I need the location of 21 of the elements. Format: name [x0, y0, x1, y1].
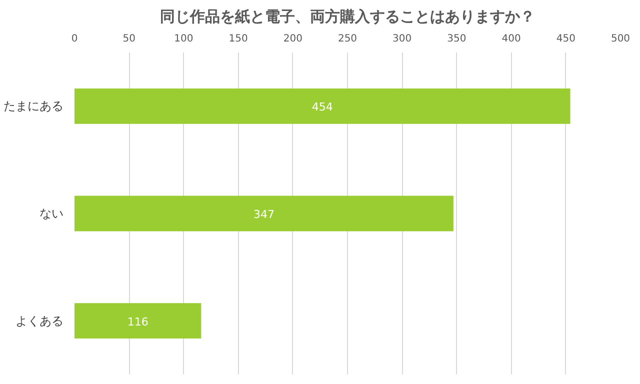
x-tick-label: 400 [502, 34, 521, 44]
x-tick-label: 350 [447, 34, 466, 44]
data-label: 347 [253, 208, 274, 221]
data-label: 454 [312, 100, 333, 114]
y-tick-label: ない [40, 206, 64, 220]
bar [74, 196, 454, 232]
x-tick-label: 100 [174, 34, 194, 44]
x-tick-label: 450 [556, 34, 576, 44]
x-tick-label: 250 [338, 34, 358, 44]
bar [74, 88, 570, 124]
x-tick-label: 200 [283, 34, 302, 44]
y-tick-label: よくある [16, 314, 64, 328]
x-tick-label: 150 [228, 34, 248, 44]
data-label: 116 [127, 315, 148, 328]
x-tick-label: 300 [392, 34, 412, 44]
chart-title: 同じ作品を紙と電子、両方購入することはありますか？ [160, 8, 535, 26]
y-tick-label: たまにある [4, 99, 64, 114]
x-tick-label: 50 [122, 34, 136, 44]
x-tick-label: 0 [71, 34, 78, 44]
x-tick-label: 500 [610, 34, 630, 44]
bar [74, 303, 202, 339]
